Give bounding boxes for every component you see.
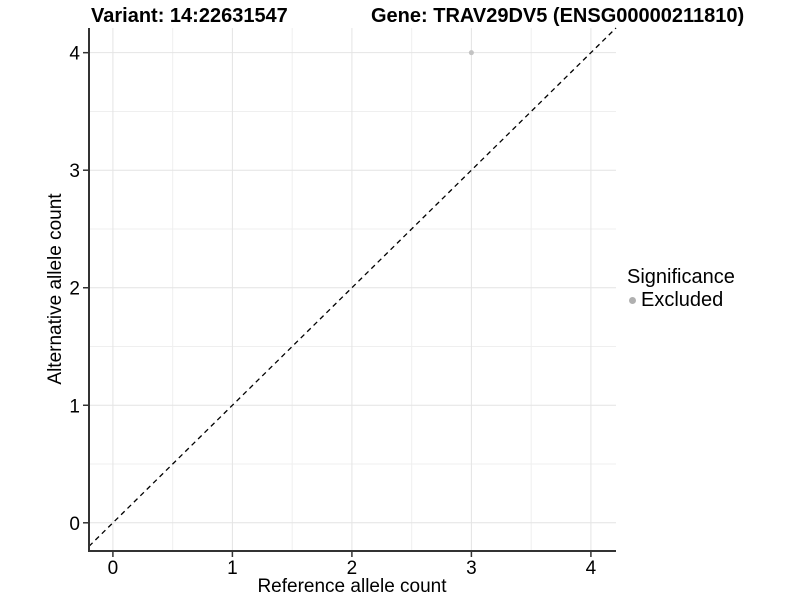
x-tick-label: 0 — [108, 558, 119, 579]
x-tick-label: 1 — [227, 558, 238, 579]
gene-title: Gene: TRAV29DV5 (ENSG00000211810) — [371, 5, 745, 27]
y-tick-label: 4 — [69, 44, 80, 65]
excluded-point-icon — [629, 297, 636, 304]
y-axis-title: Alternative allele count — [45, 193, 66, 385]
x-tick-label: 2 — [347, 558, 358, 579]
data-point-excluded — [468, 50, 474, 56]
identity-line — [88, 27, 617, 547]
x-tick-label: 3 — [466, 558, 477, 579]
variant-title: Variant: 14:22631547 — [91, 5, 288, 27]
legend: Significance Excluded — [627, 266, 735, 312]
legend-title: Significance — [627, 266, 735, 288]
y-tick-label: 0 — [69, 514, 80, 535]
x-tick-label: 4 — [586, 558, 597, 579]
legend-item-excluded: Excluded — [627, 289, 735, 312]
legend-item-label: Excluded — [641, 289, 724, 311]
y-tick-label: 2 — [69, 279, 80, 300]
y-tick-label: 1 — [69, 396, 80, 417]
y-tick-label: 3 — [69, 161, 80, 182]
x-axis-title: Reference allele count — [257, 576, 447, 597]
